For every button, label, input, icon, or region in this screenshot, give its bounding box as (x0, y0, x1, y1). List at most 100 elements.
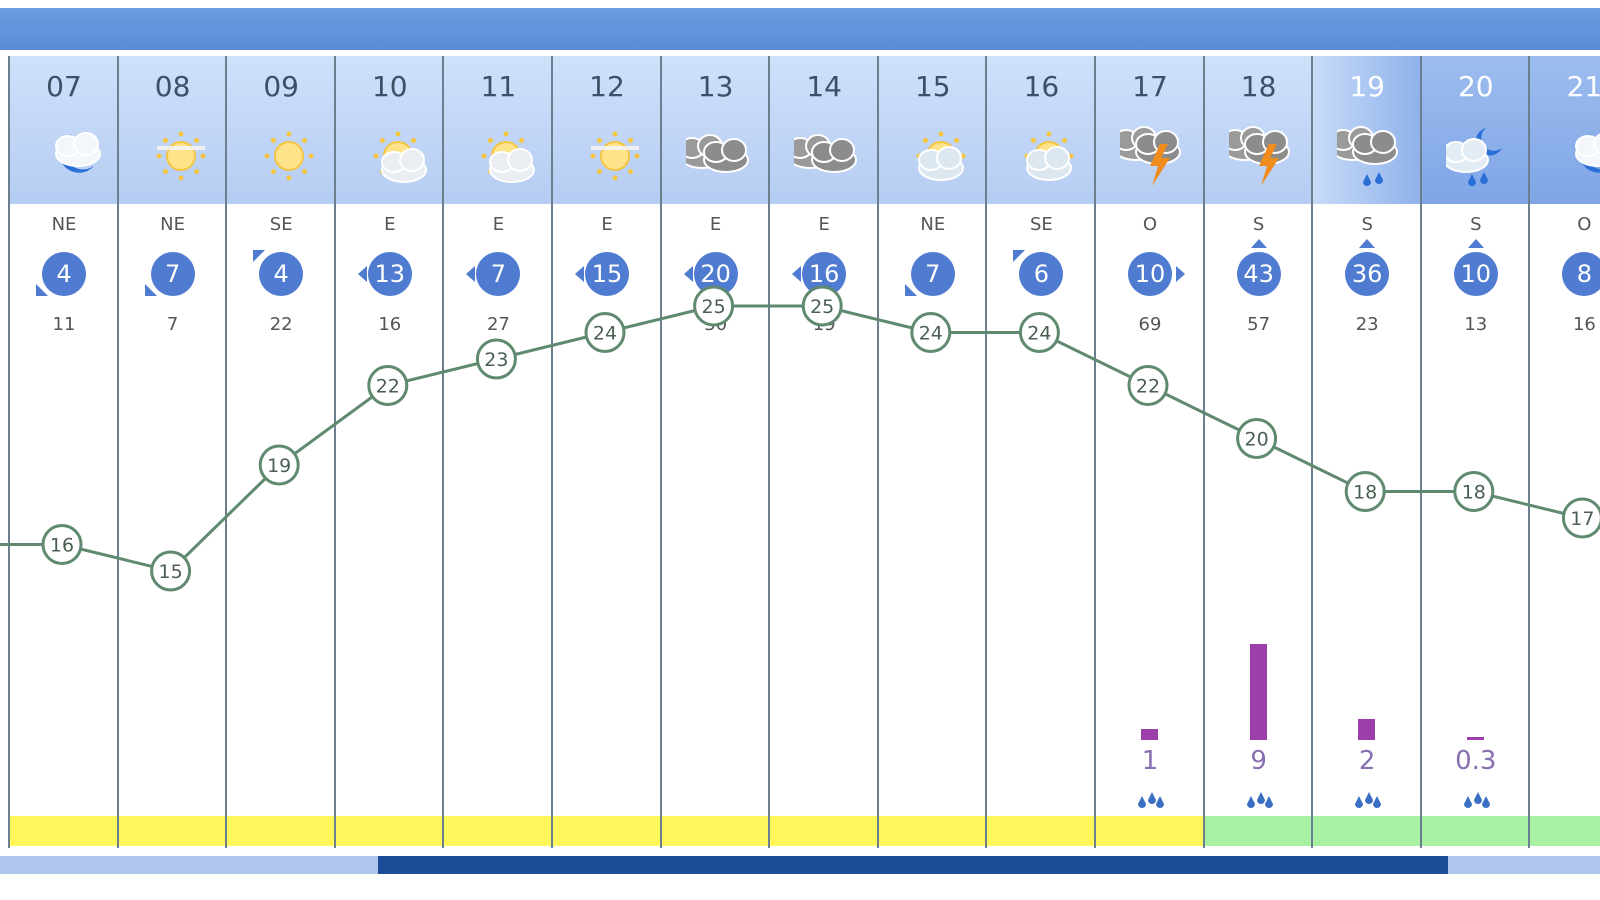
wind-speed-badge: 15 (585, 252, 629, 296)
day-column[interactable]: 18 S 43 57 9 (1202, 56, 1313, 848)
precipitation-bar (1358, 718, 1376, 740)
condition-band (661, 816, 770, 846)
wind-speed-badge: 13 (367, 252, 412, 296)
day-column[interactable]: 13 E 20 30 (659, 56, 770, 848)
condition-band (444, 816, 553, 846)
hour-label: 13 (697, 70, 734, 103)
wind-arrow-icon (36, 284, 48, 296)
cloudy-icon (794, 134, 858, 173)
hazy-sun-icon (156, 131, 206, 181)
hour-label: 18 (1240, 70, 1277, 103)
wind-speed-badge: 8 (1562, 252, 1600, 296)
wind-arrow-icon (466, 266, 476, 282)
wind-speed-badge: 20 (693, 252, 738, 296)
condition-band (335, 816, 444, 846)
day-column[interactable]: 20 S 10 13 0.3 (1419, 56, 1530, 848)
day-column[interactable]: 17 O 10 69 1 (1094, 56, 1204, 848)
day-column[interactable]: 19 S 36 23 2 (1311, 56, 1422, 848)
day-column[interactable]: 21 O 8 16 (1528, 56, 1600, 848)
wind-direction: E (601, 214, 613, 235)
hazy-sun-icon (590, 131, 640, 181)
day-column[interactable]: 09 SE 4 22 (225, 56, 336, 848)
wind-arrow-icon (904, 284, 917, 296)
wind-arrow-icon (1359, 239, 1376, 248)
gust-value: 27 (486, 314, 510, 335)
gust-value: 16 (921, 314, 945, 335)
wind-direction: NE (51, 214, 77, 235)
condition-band (1204, 816, 1313, 846)
hour-label: 17 (1132, 70, 1168, 103)
hour-label: 15 (914, 70, 951, 103)
top-bar (0, 8, 1600, 50)
condition-band (770, 816, 879, 846)
wind-arrow-icon (1250, 239, 1267, 248)
gust-value: 30 (704, 314, 728, 335)
day-column[interactable]: 15 NE 7 16 (876, 56, 987, 848)
wind-speed-badge: 43 (1236, 252, 1281, 296)
gust-value: 69 (1138, 314, 1162, 335)
moon-cloud-icon (1575, 133, 1600, 173)
day-column[interactable]: 08 NE 7 7 (116, 56, 227, 848)
condition-band (553, 816, 661, 846)
wind-speed-badge: 10 (1453, 252, 1498, 296)
thunderstorm-icon (1228, 126, 1290, 186)
gust-value: 16 (378, 314, 402, 335)
day-column[interactable]: 12 E 15 35 (551, 56, 661, 848)
condition-band (878, 816, 987, 846)
cloudy-icon (685, 134, 749, 173)
day-column[interactable]: 16 SE 6 18 (985, 56, 1096, 848)
raindrops-icon (1355, 792, 1382, 808)
hour-label: 12 (589, 70, 625, 103)
column-header (553, 56, 661, 204)
wind-direction: E (384, 214, 396, 235)
condition-band (118, 816, 227, 846)
night-rain-icon (1445, 128, 1502, 186)
scrollbar-thumb[interactable] (378, 856, 1448, 874)
wind-arrow-icon (1013, 250, 1026, 262)
gust-value: 18 (1029, 314, 1053, 335)
day-column[interactable]: 11 E 7 27 (442, 56, 553, 848)
precipitation-value: 0.3 (1455, 746, 1497, 776)
condition-band (1421, 816, 1530, 846)
condition-band (987, 816, 1096, 846)
hour-label: 08 (154, 70, 191, 103)
sun-cloud-icon (481, 131, 536, 183)
precipitation-value: 1 (1141, 746, 1159, 776)
gust-value: 13 (1464, 314, 1488, 335)
day-column[interactable]: 10 E 13 16 (333, 56, 444, 848)
wind-direction: O (1577, 214, 1592, 235)
gust-value: 16 (1572, 314, 1596, 335)
wind-speed-badge: 7 (476, 252, 521, 296)
wind-arrow-icon (1176, 266, 1185, 282)
gust-value: 35 (595, 314, 619, 335)
day-column[interactable]: 14 E 16 19 (768, 56, 879, 848)
day-column[interactable]: 07 NE 4 11 (8, 56, 118, 848)
column-header (118, 56, 227, 204)
wind-arrow-icon (683, 266, 693, 282)
gust-value: 22 (269, 314, 293, 335)
wind-direction: SE (269, 214, 293, 235)
hour-label: 14 (806, 70, 842, 103)
wind-speed-badge: 6 (1019, 252, 1064, 296)
column-header (1421, 56, 1530, 204)
wind-speed-badge: 36 (1345, 252, 1390, 296)
wind-direction: NE (920, 214, 946, 235)
gust-value: 7 (166, 314, 179, 335)
partly-cloudy-icon (1024, 131, 1074, 181)
wind-speed-badge: 16 (802, 252, 847, 296)
precipitation-value: 9 (1250, 746, 1267, 776)
column-header (770, 56, 879, 204)
hour-label: 19 (1349, 70, 1385, 103)
gust-value: 11 (52, 314, 76, 335)
precipitation-bar (1141, 729, 1158, 740)
hour-label: 16 (1023, 70, 1060, 103)
wind-arrow-icon (792, 266, 802, 282)
wind-direction: S (1361, 214, 1373, 235)
wind-speed-badge: 4 (259, 252, 304, 296)
gust-value: 19 (812, 314, 836, 335)
wind-direction: S (1252, 214, 1265, 235)
hour-label: 10 (371, 70, 408, 103)
forecast-board: 07 NE 4 11 08 NE 7 7 09 SE 4 22 10 E 13 16 11 E 7 27 12 E 15 35… (0, 56, 1600, 848)
wind-direction: NE (160, 214, 186, 235)
wind-direction: O (1142, 214, 1158, 235)
